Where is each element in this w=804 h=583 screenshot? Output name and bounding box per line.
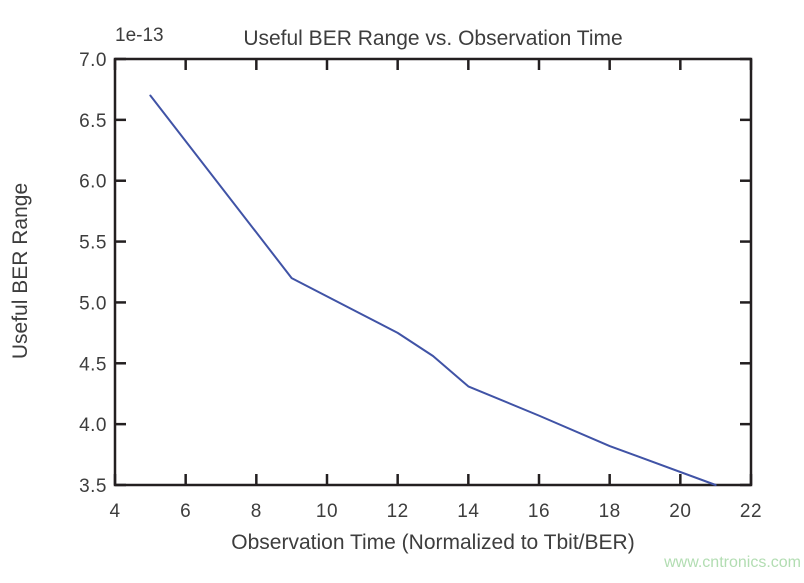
y-tick-label: 5.0 [79, 293, 107, 314]
y-axis-offset-label: 1e-13 [115, 25, 164, 46]
x-tick-label: 4 [109, 501, 120, 522]
y-axis-label: Useful BER Range [9, 183, 32, 359]
x-axis-label: Observation Time (Normalized to Tbit/BER… [231, 531, 634, 554]
x-tick-label: 10 [316, 501, 338, 522]
y-tick-label: 6.5 [79, 111, 107, 132]
plot-generated-content: 4 6 8 10 12 14 16 18 20 22 3.5 4.0 4.5 5.0 5.5 6.0 6.5 7.… [79, 50, 762, 522]
y-tick-label: 4.0 [79, 415, 107, 436]
watermark: www.cntronics.com [663, 554, 801, 571]
x-tick-label: 6 [180, 501, 191, 522]
y-tick-label: 4.5 [79, 354, 107, 375]
x-tick-label: 20 [669, 501, 691, 522]
y-tick-label: 3.5 [79, 476, 107, 497]
plot-frame [113, 57, 753, 487]
x-tick-label: 12 [387, 501, 409, 522]
y-tick-label: 5.5 [79, 233, 107, 254]
x-tick-label: 8 [251, 501, 262, 522]
chart-title: Useful BER Range vs. Observation Time [243, 27, 622, 50]
x-tick-label: 14 [457, 501, 479, 522]
data-line [149, 94, 717, 486]
x-tick-label: 18 [599, 501, 621, 522]
y-tick-label: 6.0 [79, 172, 107, 193]
y-tick-label: 7.0 [79, 50, 107, 71]
x-tick-label: 16 [528, 501, 550, 522]
x-tick-label: 22 [740, 501, 762, 522]
